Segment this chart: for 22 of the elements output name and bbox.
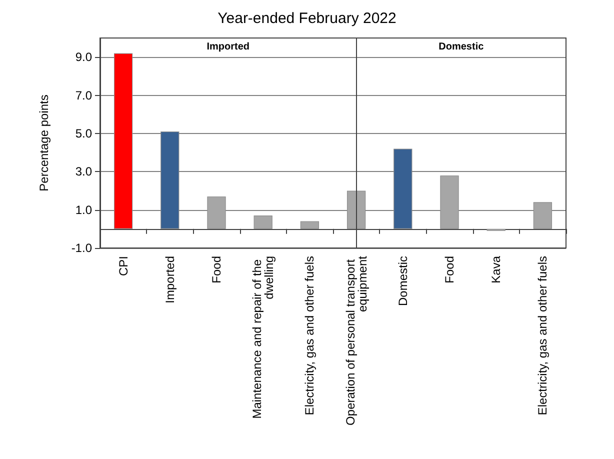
y-tick-label: 1.0: [75, 202, 92, 217]
annotation: Domestic: [438, 42, 484, 52]
y-tick-label: 5.0: [75, 126, 92, 140]
x-tick-label: Electricity, gas and other fuels: [536, 256, 550, 416]
x-tick-label: CPI: [116, 256, 130, 276]
x-tick-label: Imported: [162, 256, 177, 304]
x-tick-label: Electricity, gas and other fuels: [302, 256, 317, 416]
x-tick-label: Food: [442, 256, 456, 284]
chart-title: Year-ended February 2022: [218, 10, 396, 27]
x-tick-label: Maintenance and repair of the dwelling: [250, 256, 276, 419]
y-tick-label: 3.0: [75, 164, 92, 179]
bar: [300, 221, 320, 229]
bar: [254, 216, 272, 229]
x-tick-label: Domestic: [396, 256, 410, 306]
x-tick-label: Food: [210, 256, 224, 284]
x-tick-label: Kava: [489, 256, 504, 284]
y-tick-label: 7.0: [75, 88, 92, 102]
y-tick-label: 9.0: [75, 50, 92, 64]
annotation: Imported: [206, 42, 250, 52]
y-axis-title: Percentage points: [37, 94, 51, 192]
x-tick-label: Operation of personal transport equipment: [343, 255, 370, 426]
y-tick-label: -1.0: [71, 241, 92, 255]
